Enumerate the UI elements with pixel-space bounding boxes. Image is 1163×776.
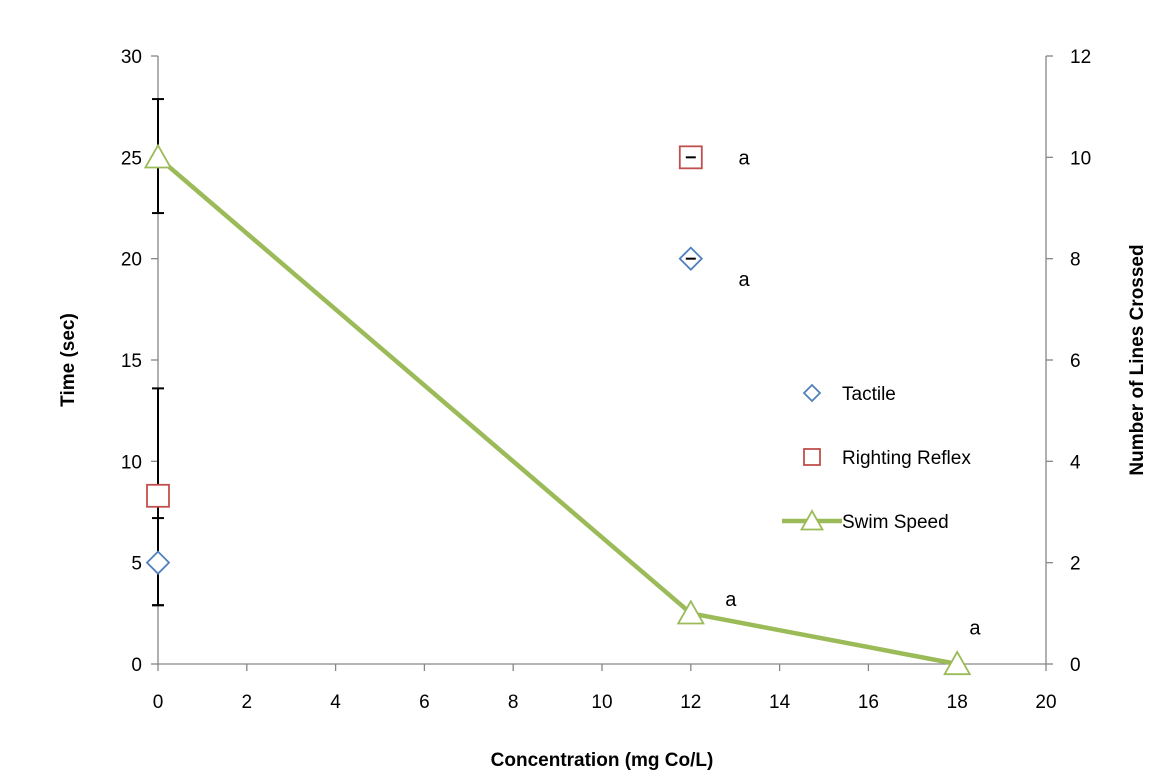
y-tick-label: 0	[131, 655, 142, 676]
y-tick-label: 15	[121, 351, 142, 372]
x-tick-label: 4	[330, 692, 341, 713]
triangle-marker	[943, 650, 972, 676]
y-tick-label: 20	[121, 250, 142, 271]
annotations: a a a a	[725, 147, 981, 639]
annotation-label: a	[969, 618, 981, 640]
x-tick-label: 14	[769, 692, 791, 713]
x-tick-label: 2	[242, 692, 253, 713]
y-tick-label: 25	[121, 148, 142, 169]
y2-tick-label: 10	[1070, 148, 1091, 169]
annotation-label: a	[739, 147, 751, 169]
diamond-marker	[145, 550, 171, 575]
swim-speed-line	[156, 155, 958, 667]
triangle-marker	[676, 599, 705, 625]
y2-tick-label: 12	[1070, 47, 1091, 68]
annotation-label: a	[725, 589, 737, 611]
y2-tick-label: 0	[1070, 655, 1081, 676]
x-tick-label: 0	[153, 692, 164, 713]
legend-label: Tactile	[842, 384, 896, 405]
x-tick-label: 16	[858, 692, 879, 713]
series-markers	[143, 143, 972, 676]
x-tick-label: 6	[419, 692, 430, 713]
x-tick-label: 12	[680, 692, 701, 713]
square-marker	[803, 448, 821, 466]
y-tick-label: 5	[131, 554, 142, 575]
y2-tick-label: 4	[1070, 452, 1081, 473]
y-tick-label: 30	[121, 47, 142, 68]
x-tick-label: 18	[947, 692, 968, 713]
legend: Tactile Righting Reflex Swim Speed	[782, 383, 971, 533]
axes: 0 2 4 6 8 10 12 14 16 18 20 0 5 10 15 20 25 30 0 2 4 6 8 10 12	[121, 47, 1091, 713]
triangle-marker	[799, 509, 825, 531]
x-axis-title: Concentration (mg Co/L)	[491, 750, 714, 771]
diamond-marker	[802, 383, 822, 403]
series-lines	[156, 155, 958, 667]
y2-tick-label: 8	[1070, 250, 1081, 271]
x-tick-label: 20	[1035, 692, 1056, 713]
y2-tick-label: 6	[1070, 351, 1081, 372]
legend-label: Righting Reflex	[842, 448, 971, 469]
triangle-marker	[143, 143, 173, 169]
error-bars	[152, 98, 963, 665]
y2-axis-title: Number of Lines Crossed	[1127, 244, 1148, 475]
legend-label: Swim Speed	[842, 512, 949, 533]
y-axis-title: Time (sec)	[58, 313, 79, 407]
y-tick-label: 10	[121, 452, 142, 473]
annotation-label: a	[739, 269, 751, 291]
square-marker	[146, 483, 170, 508]
x-tick-label: 10	[591, 692, 612, 713]
y2-tick-label: 2	[1070, 554, 1081, 575]
x-tick-label: 8	[508, 692, 519, 713]
